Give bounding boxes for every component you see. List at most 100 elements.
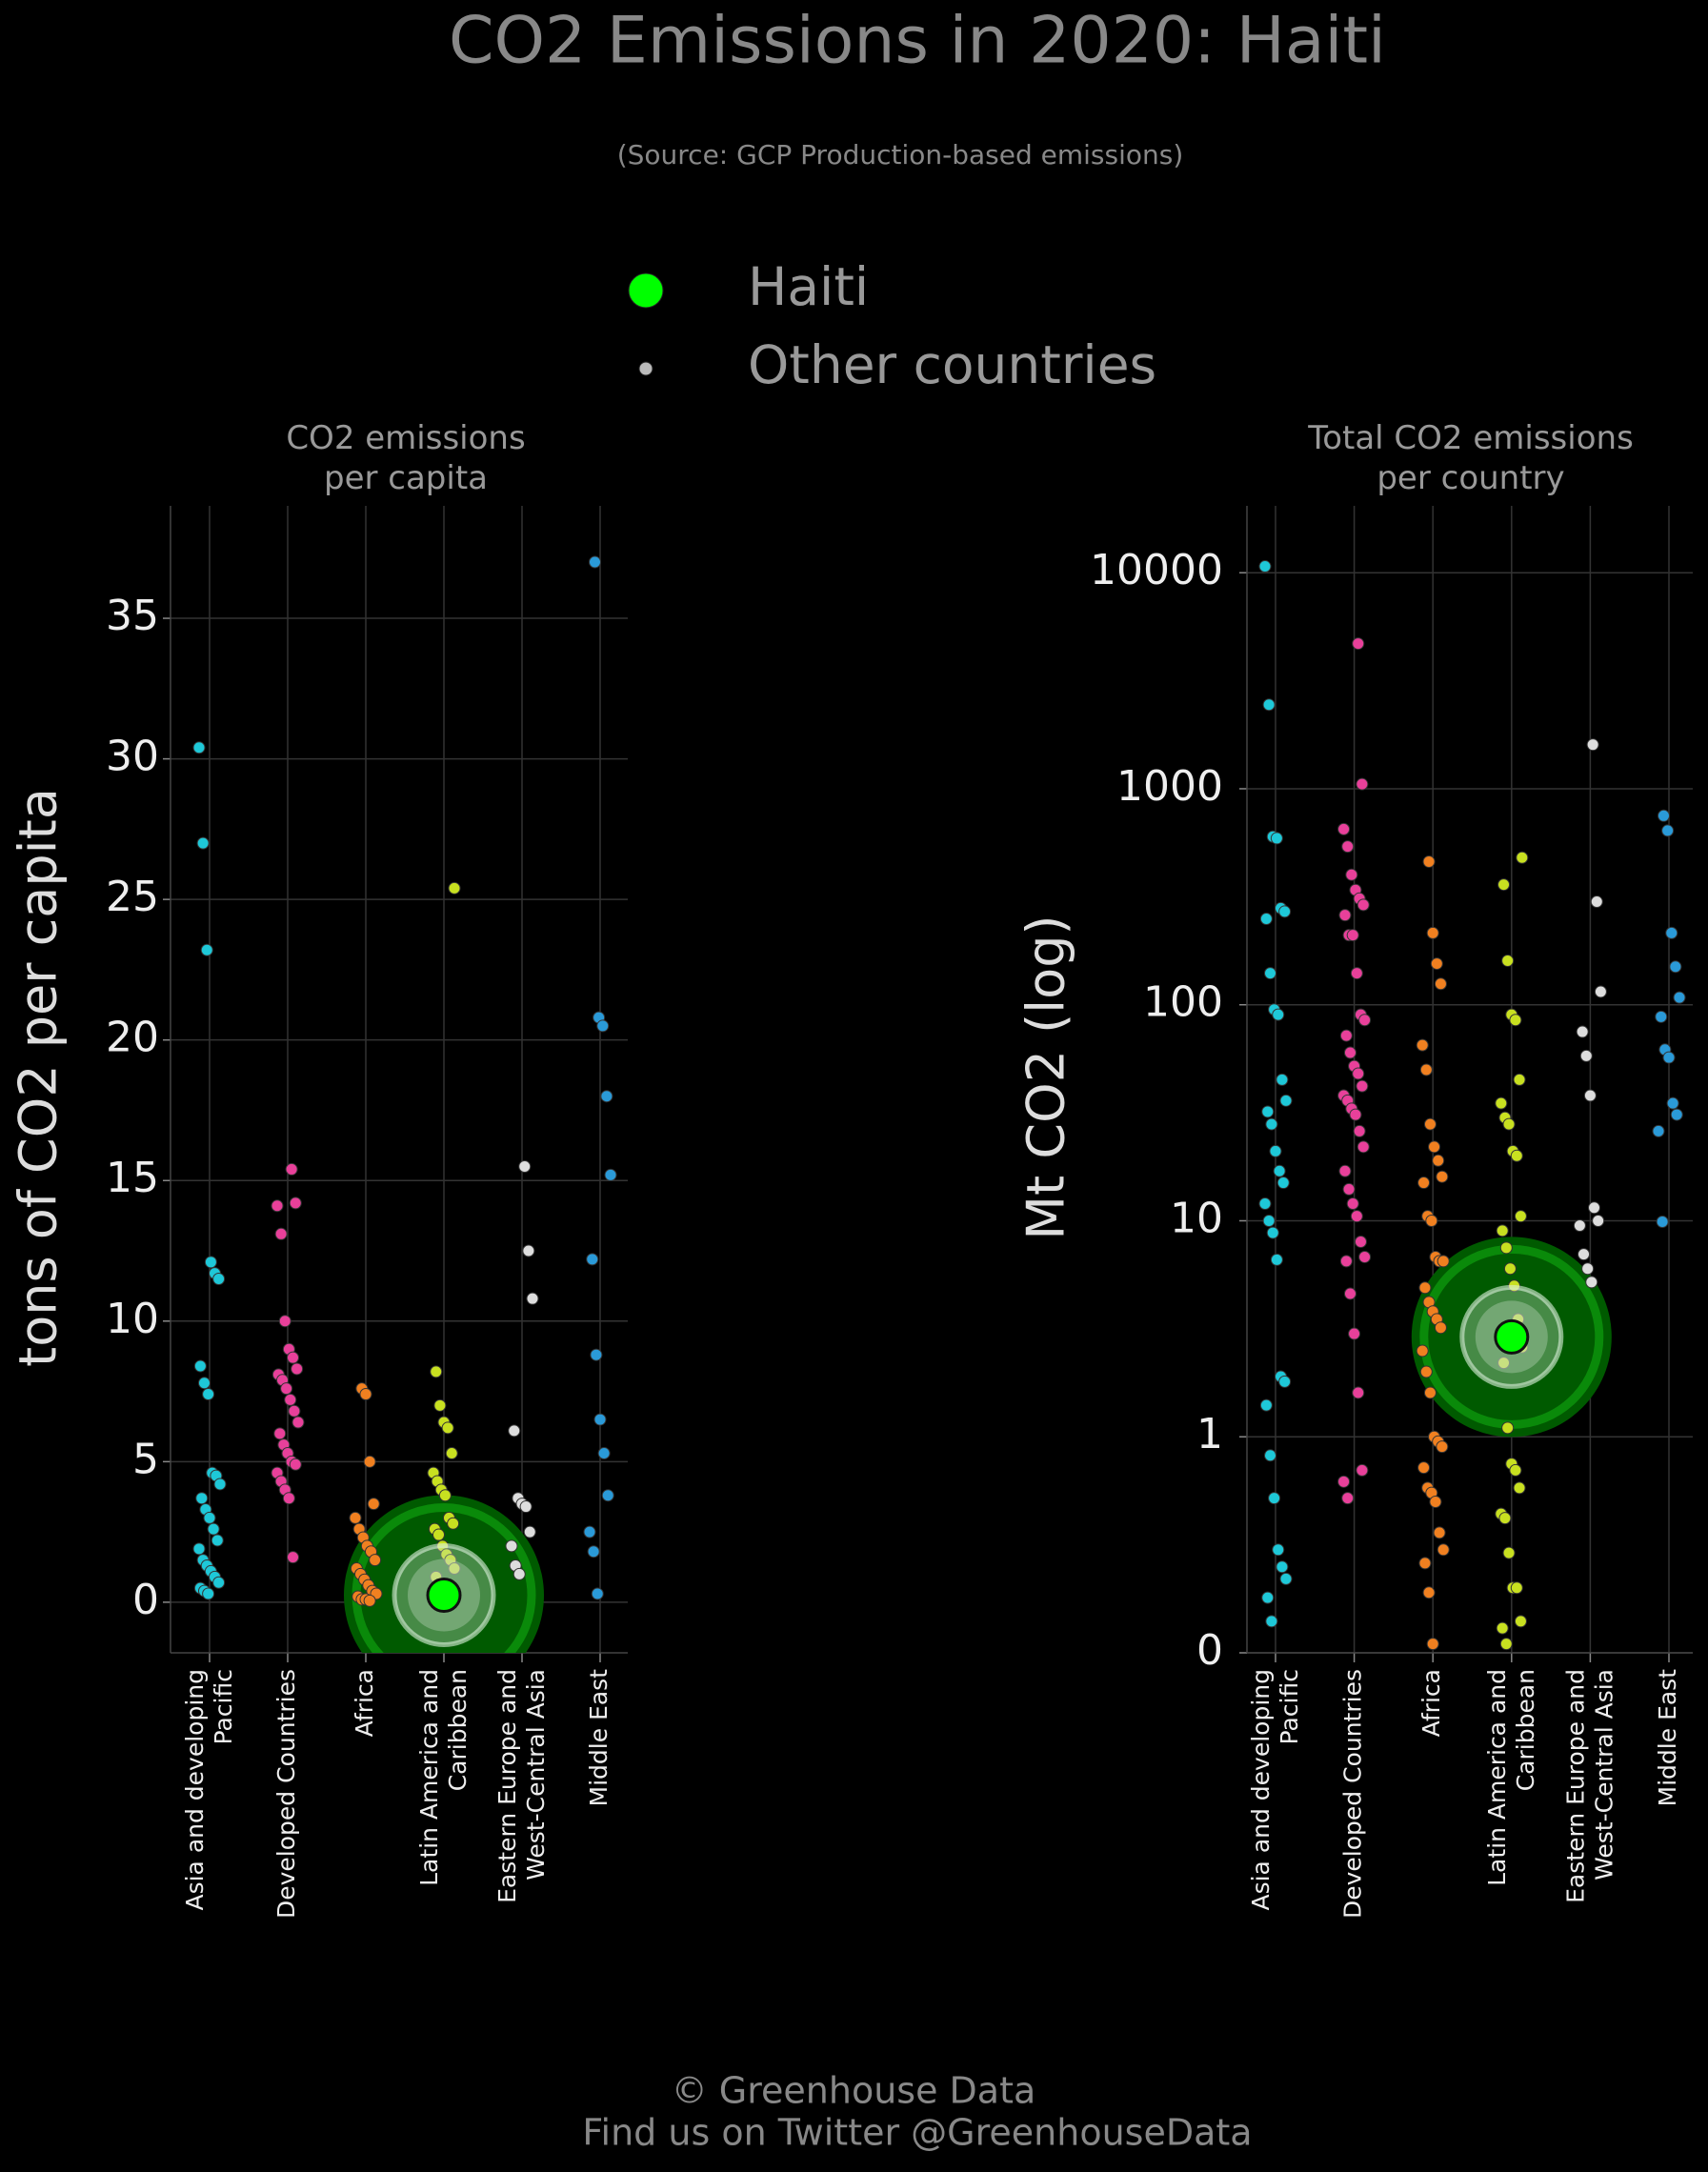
data-point [1665,926,1678,939]
data-point [1356,1079,1369,1093]
data-point [508,1424,521,1438]
data-point [1276,1073,1289,1086]
panel-title: CO2 emissions per capita [286,419,525,497]
y-tick-label: 0 [132,1576,159,1624]
data-point [1265,1117,1278,1131]
data-point [1358,1250,1372,1263]
data-point [1356,1140,1370,1154]
data-point [195,1492,209,1505]
footer: © Greenhouse Data [672,2070,1036,2112]
data-point [193,1359,207,1373]
data-point [1279,1572,1293,1585]
data-point [1346,1197,1359,1211]
x-tick-label: Middle East [585,1669,613,1807]
data-point [1501,954,1515,967]
data-point [1585,1276,1598,1289]
data-point [212,1273,226,1286]
data-point [287,1351,299,1364]
data-point [1418,1281,1432,1295]
data-point [1434,1321,1447,1335]
data-point [1419,1365,1433,1378]
data-point [1433,1526,1446,1539]
y-axis-label: tons of CO2 per capita [9,788,69,1367]
data-point [1510,1581,1523,1595]
y-tick-label: 1000 [1116,762,1223,811]
data-point [597,1446,611,1459]
data-point [1416,1038,1429,1052]
data-point [1509,1463,1522,1477]
data-point [1276,1176,1290,1190]
data-point [1422,855,1436,868]
data-point [1499,1638,1513,1651]
data-point [1670,1108,1683,1121]
data-point [1337,1475,1351,1488]
data-point [1353,1124,1366,1137]
data-point [591,1587,604,1600]
data-point [1514,1210,1527,1223]
data-point [1576,1025,1589,1038]
plot-area [1258,560,1686,1651]
data-point [1417,1176,1431,1190]
y-tick-label: 10 [1170,1194,1223,1242]
data-point [1510,1149,1523,1162]
data-point [1422,1586,1436,1599]
data-point [363,1455,376,1468]
data-point [1419,1063,1433,1076]
data-point [202,1388,215,1401]
data-point [587,1545,600,1559]
data-point [1354,1235,1367,1248]
data-point [447,1517,460,1530]
data-point [601,1489,614,1502]
chart-title: CO2 Emissions in 2020: Haiti [449,4,1386,79]
data-point [1588,1201,1601,1215]
data-point [359,1388,372,1401]
data-point [1430,957,1443,971]
data-point [198,1377,211,1390]
data-point [1262,1214,1276,1227]
data-point [291,1416,305,1429]
data-point [512,1567,526,1580]
data-point [1258,1197,1272,1211]
data-point [1513,1073,1526,1086]
data-point [1513,1481,1526,1495]
data-point [1261,1105,1275,1118]
data-point [1437,1543,1450,1557]
x-tick-label: Latin America andCaribbean [415,1669,472,1886]
data-point [590,1348,603,1361]
data-point [1352,637,1365,651]
data-point [1662,1051,1676,1064]
data-point [523,1525,536,1538]
data-point [1348,1327,1361,1340]
data-point [1498,1512,1512,1525]
data-point [505,1539,518,1553]
data-point [1516,851,1529,864]
y-tick-label: 35 [106,592,159,640]
highlight-point [426,1578,462,1614]
data-point [1270,1253,1283,1266]
data-point [1577,1248,1591,1261]
data-point [1583,1089,1597,1102]
data-point [526,1292,539,1305]
x-tick-label: Eastern Europe andWest-Central Asia [1561,1669,1618,1903]
data-point [600,1090,613,1103]
data-point [1658,809,1670,822]
data-point [1661,824,1675,837]
x-tick-label: Asia and developingPacific [1247,1669,1303,1911]
data-point [1425,1214,1438,1227]
data-point [1356,898,1370,912]
data-point [1268,1492,1281,1505]
legend-label: Haiti [748,256,869,317]
data-point [1352,1067,1365,1080]
data-point [1514,1615,1527,1628]
subtitle: (Source: GCP Production-based emissions) [617,139,1184,171]
data-point [1352,1386,1365,1399]
y-tick-label: 5 [132,1435,159,1483]
data-point [441,1421,454,1435]
data-point [1502,1546,1516,1559]
data-point [1652,1124,1665,1137]
data-point [1423,1386,1437,1399]
data-point [1655,1010,1668,1023]
data-point [1258,560,1272,573]
data-point [1338,1164,1352,1177]
